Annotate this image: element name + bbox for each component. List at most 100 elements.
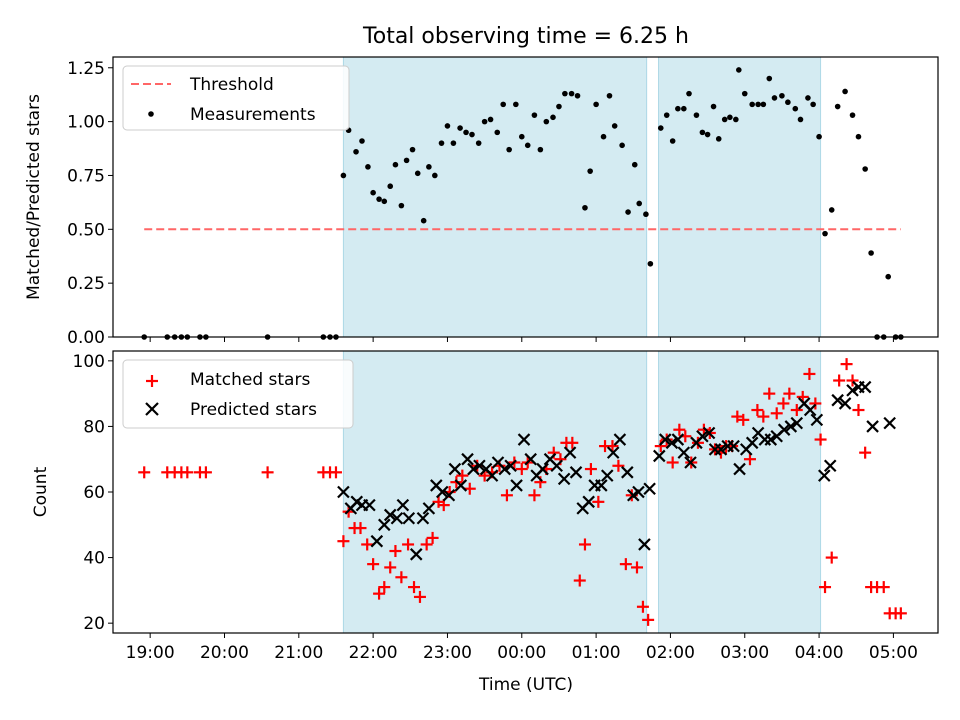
matched-star-point xyxy=(181,466,194,479)
measurement-point xyxy=(721,116,728,123)
matched-star-point xyxy=(630,561,643,574)
measurement-point xyxy=(353,148,359,155)
y-tick-label: 100 xyxy=(73,352,105,372)
predicted-star-point xyxy=(363,498,376,512)
predicted-star-point xyxy=(745,436,759,450)
measurement-point xyxy=(513,101,519,108)
matched-star-point xyxy=(743,453,756,466)
predicted-star-point xyxy=(435,485,449,499)
matched-star-point xyxy=(606,440,619,453)
measurement-point xyxy=(387,183,394,190)
predicted-star-point xyxy=(448,462,462,476)
matched-star-point xyxy=(619,558,632,571)
matched-star-point xyxy=(354,522,367,535)
predicted-star-point xyxy=(638,538,651,551)
matched-star-point xyxy=(578,538,591,551)
predicted-star-point xyxy=(790,416,804,430)
measurement-point xyxy=(693,112,700,118)
y-tick-label: 1.00 xyxy=(67,113,105,133)
matched-star-point xyxy=(612,459,625,472)
count-panel-ylabel: Count xyxy=(31,466,51,517)
matched-star-point xyxy=(402,538,415,551)
predicted-star-point xyxy=(461,452,474,466)
measurements-legend-marker xyxy=(148,111,154,117)
x-tick-label: 19:00 xyxy=(126,643,175,663)
measurement-point xyxy=(340,172,347,179)
measurement-point xyxy=(771,95,778,101)
predicted-star-point xyxy=(396,498,410,512)
measurement-point xyxy=(810,101,816,108)
measurement-point xyxy=(834,103,841,110)
measurement-point xyxy=(822,230,828,237)
predicted-star-point xyxy=(831,393,844,407)
measurement-point xyxy=(593,101,599,108)
measurement-point xyxy=(675,105,681,112)
measurement-point xyxy=(828,207,835,213)
predicted-star-point xyxy=(442,489,456,502)
predicted-star-point xyxy=(671,433,685,446)
count-panel: 20 40 60 80 100 19:00 20:00 21:00 22:00 23:00 00:… xyxy=(31,350,939,695)
measurement-point xyxy=(681,105,687,112)
measurement-point xyxy=(450,140,457,146)
measurement-point xyxy=(749,101,755,108)
x-tick-label: 04:00 xyxy=(795,643,844,663)
matched-star-point xyxy=(642,613,655,626)
predicted-star-point xyxy=(846,384,859,397)
predicted-star-point xyxy=(858,380,872,394)
observing-window-1 xyxy=(342,56,648,338)
measurement-point xyxy=(647,260,654,267)
matched-star-point xyxy=(373,587,386,600)
predicted-star-point xyxy=(658,433,672,446)
measurement-point xyxy=(365,164,371,170)
predicted-star-point xyxy=(473,459,486,473)
measurement-point xyxy=(885,273,892,280)
measurement-point xyxy=(568,90,575,97)
matched-star-point xyxy=(389,545,402,558)
measurement-point xyxy=(409,146,416,153)
measurement-point xyxy=(537,146,544,153)
x-tick-label: 20:00 xyxy=(200,643,249,663)
measurement-point xyxy=(506,146,512,153)
matched-star-point xyxy=(777,397,790,410)
measurement-point xyxy=(760,101,767,108)
matched-star-point xyxy=(261,466,274,479)
count-panel-frame xyxy=(112,350,939,634)
predicted-star-point xyxy=(485,469,499,482)
predicted-star-point xyxy=(883,416,896,430)
matched-star-point xyxy=(566,436,579,449)
matched-star-point xyxy=(894,607,907,620)
predicted-star-point xyxy=(600,469,614,482)
measurement-point xyxy=(500,101,507,108)
measurement-point xyxy=(636,200,643,207)
predicted-star-point xyxy=(454,479,468,492)
measurement-point xyxy=(403,157,410,164)
measurement-point xyxy=(663,112,670,118)
measurement-point xyxy=(785,99,791,106)
ratio-legend: Threshold Measurements xyxy=(122,65,350,131)
measurement-point xyxy=(370,189,376,196)
predicted-star-point xyxy=(866,420,879,433)
matched-star-point xyxy=(846,374,859,387)
matched-star-point xyxy=(825,551,838,564)
y-tick-label: 0.00 xyxy=(67,328,105,348)
measurement-point xyxy=(849,112,856,118)
matched-star-point xyxy=(408,581,421,594)
predicted-star-point xyxy=(557,472,571,486)
predicted-star-point xyxy=(569,466,583,479)
measurement-point xyxy=(792,105,799,112)
predicted-star-point xyxy=(563,446,577,459)
measurement-point xyxy=(420,217,427,224)
y-tick-label: 0.75 xyxy=(67,166,105,186)
measurement-point xyxy=(611,123,618,129)
y-tick-label: 40 xyxy=(83,549,105,569)
x-tick-label: 03:00 xyxy=(720,643,769,663)
predicted-star-point xyxy=(595,479,608,492)
measurement-point xyxy=(868,250,874,256)
x-tick-label: 01:00 xyxy=(572,643,621,663)
measurement-point xyxy=(862,166,868,172)
predicted-star-point xyxy=(823,459,837,473)
matched-star-point xyxy=(636,600,649,613)
matched-star-point xyxy=(528,489,541,502)
predicted-star-point xyxy=(643,482,656,495)
predicted-star-point xyxy=(606,446,620,459)
